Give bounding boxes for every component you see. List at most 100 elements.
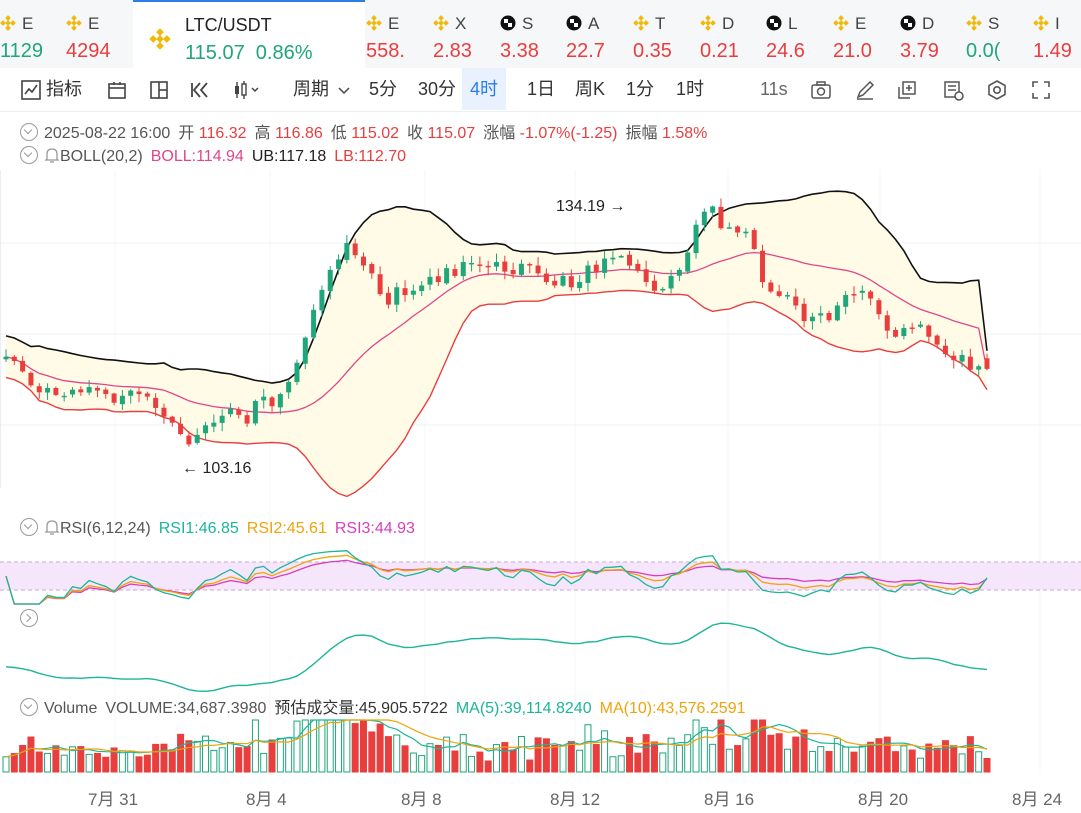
ticker-price: 22.7	[566, 40, 605, 62]
rsi-band	[0, 562, 1081, 590]
interval-5[interactable]: 1分	[626, 79, 655, 99]
rsi-name: RSI(6,12,24)	[60, 520, 151, 537]
ticker-item[interactable]: E 1129	[0, 0, 60, 68]
volume-bar	[226, 741, 234, 773]
settings-icon[interactable]	[986, 79, 1008, 101]
candle-type-icon[interactable]	[232, 79, 260, 101]
candle-body	[244, 415, 250, 424]
candle-body	[494, 262, 499, 267]
volume-bar	[185, 740, 193, 773]
open-value: 116.32	[198, 125, 247, 142]
ticker-symbol: T	[655, 14, 666, 33]
interval-1[interactable]: 30分	[418, 79, 457, 99]
candle-body	[859, 290, 865, 293]
camera-icon[interactable]	[810, 79, 832, 101]
candle-body	[369, 264, 375, 274]
high-annotation: 134.19 →	[556, 198, 625, 215]
volume-bar	[493, 744, 500, 773]
bell-icon[interactable]	[44, 518, 60, 536]
candle-body	[801, 303, 807, 322]
ticker-symbol: S	[522, 14, 534, 33]
add-drawing-icon[interactable]	[896, 79, 918, 101]
ticker-symbol: LTC/USDT	[185, 15, 272, 35]
candle-body	[153, 397, 159, 408]
volume-bar	[69, 746, 77, 773]
volume-bar	[143, 754, 151, 773]
draw-pen-icon[interactable]	[854, 79, 876, 101]
ticker-item[interactable]: S 0.0(	[966, 0, 1026, 68]
amp-value: 1.58%	[661, 125, 708, 142]
replay-icon[interactable]	[190, 79, 212, 101]
candle-body	[518, 263, 524, 275]
indicator-icon[interactable]	[20, 79, 42, 101]
interval-3[interactable]: 1日	[527, 79, 556, 99]
volume-bar	[933, 747, 941, 773]
volume-bar	[409, 752, 417, 773]
volume-bar	[235, 747, 243, 773]
indicators-button[interactable]: 指标	[46, 79, 82, 99]
candle-body	[219, 415, 225, 423]
expand-toggle-icon[interactable]	[20, 609, 38, 627]
candle-body	[751, 230, 757, 250]
ticker-item[interactable]: LTC/USDT 115.07 0.86%	[133, 0, 365, 68]
ticker-item[interactable]: X 2.83	[433, 0, 493, 68]
collapse-toggle-icon[interactable]	[20, 698, 38, 716]
volume-bar	[626, 737, 634, 773]
candle-body	[203, 425, 209, 434]
ticker-item[interactable]: L 24.6	[766, 0, 826, 68]
volume-bar	[77, 746, 85, 773]
interval-2[interactable]: 4时	[462, 68, 507, 110]
ticker-item[interactable]: E 4294	[66, 0, 126, 68]
binance-icon	[1033, 15, 1049, 31]
ticker-item[interactable]: S 3.38	[500, 0, 560, 68]
interval-4[interactable]: 周K	[575, 79, 606, 99]
clear-drawing-icon[interactable]	[942, 79, 964, 101]
binance-icon	[66, 15, 82, 31]
chart-toolbar: 指标 周期 5分 30分 4时 1日 周K 1分 1时 11s	[0, 68, 1081, 112]
candle-body	[577, 282, 583, 289]
ticker-item[interactable]: D 0.21	[700, 0, 760, 68]
chequered-icon	[900, 15, 916, 31]
volume-bar	[152, 743, 160, 773]
candle-body	[593, 264, 599, 272]
candle-body	[286, 381, 292, 393]
ticker-item[interactable]: A 22.7	[566, 0, 626, 68]
volume-bar	[318, 719, 326, 773]
candle-body	[169, 416, 175, 423]
collapse-toggle-icon[interactable]	[20, 518, 38, 536]
interval-6[interactable]: 1时	[676, 79, 705, 99]
volume-bar	[393, 734, 401, 773]
open-label: 开	[178, 125, 195, 142]
volume-bar	[609, 756, 617, 773]
ticker-item[interactable]: E 21.0	[833, 0, 893, 68]
layout-icon[interactable]	[106, 79, 128, 101]
volume-bar	[675, 744, 683, 773]
volume-bar	[842, 746, 850, 773]
period-dropdown[interactable]: 周期	[293, 79, 329, 99]
volume-bar	[634, 752, 642, 773]
ticker-item[interactable]: D 3.79	[900, 0, 960, 68]
interval-0[interactable]: 5分	[369, 79, 398, 99]
collapse-toggle-icon[interactable]	[20, 146, 38, 164]
volume-bar	[759, 719, 767, 773]
ticker-item[interactable]: I 1.49	[1033, 0, 1081, 68]
volume-bar	[941, 740, 949, 773]
ticker-item[interactable]: T 0.35	[633, 0, 693, 68]
volume-bar	[251, 719, 259, 773]
bell-icon[interactable]	[44, 146, 60, 164]
volume-bar	[617, 755, 625, 773]
candle-body	[876, 300, 882, 315]
volume-bar	[750, 719, 758, 773]
ticker-price: 115.07 0.86%	[185, 42, 313, 64]
candle-body	[834, 305, 840, 321]
volume-bar	[335, 719, 343, 773]
candle-body	[809, 316, 815, 322]
boll-band-fill	[6, 191, 987, 497]
fullscreen-icon[interactable]	[1030, 79, 1052, 101]
collapse-toggle-icon[interactable]	[20, 123, 38, 141]
candle-body	[294, 362, 300, 383]
split-icon[interactable]	[148, 79, 170, 101]
candle-body	[651, 280, 657, 291]
ticker-item[interactable]: E 558.	[366, 0, 426, 68]
